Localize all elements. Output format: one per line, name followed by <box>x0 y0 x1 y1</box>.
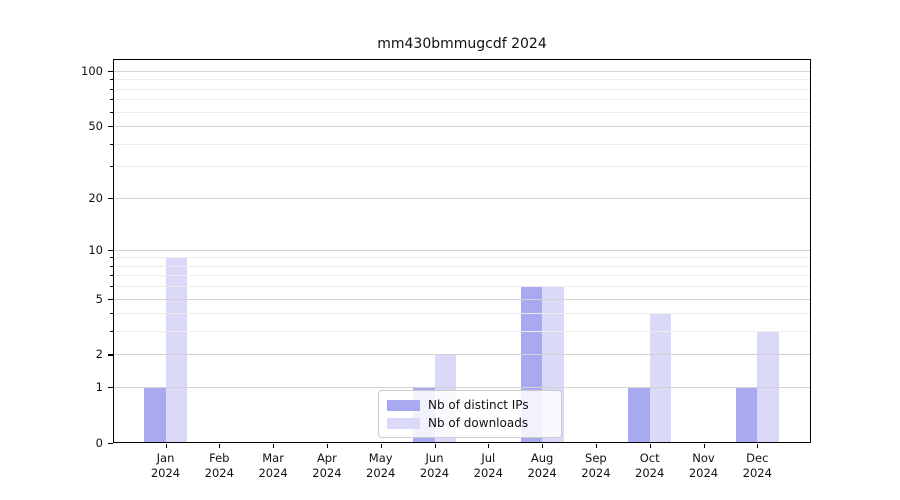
gridline-major-1 <box>113 387 811 389</box>
y-tick-1 <box>108 387 113 389</box>
gridline-minor-4 <box>113 313 811 315</box>
bar-downloads-oct <box>649 313 672 443</box>
x-tick-label-jun: Jun 2024 <box>419 451 450 480</box>
gridline-minor-7 <box>113 275 811 277</box>
gridline-major-20 <box>113 197 811 199</box>
y-minortick-70 <box>110 99 113 101</box>
bar-distinct-ips-dec <box>735 387 758 443</box>
x-tick-label-jan: Jan 2024 <box>150 451 181 480</box>
gridline-minor-8 <box>113 265 811 267</box>
x-tick-label-dec: Dec 2024 <box>742 451 772 480</box>
y-tick-20 <box>108 197 113 199</box>
y-tick-2 <box>108 354 113 356</box>
chart-title: mm430bmmugcdf 2024 <box>377 36 547 52</box>
y-minortick-40 <box>110 143 113 145</box>
legend-swatch-downloads <box>387 417 420 429</box>
gridline-major-2 <box>113 354 811 356</box>
x-tick-label-may: May 2024 <box>366 451 396 480</box>
y-minortick-4 <box>110 313 113 315</box>
y-tick-label-2: 2 <box>95 347 103 362</box>
bar-downloads-jan <box>165 257 187 443</box>
y-minortick-80 <box>110 88 113 90</box>
legend: Nb of distinct IPs Nb of downloads <box>378 390 562 438</box>
y-minortick-8 <box>110 265 113 267</box>
x-tick-jul <box>488 444 490 448</box>
legend-label-downloads: Nb of downloads <box>428 416 529 430</box>
x-tick-label-apr: Apr 2024 <box>312 451 342 480</box>
y-tick-5 <box>108 298 113 300</box>
y-tick-10 <box>108 249 113 251</box>
gridline-major-100 <box>113 70 811 72</box>
bar-distinct-ips-oct <box>628 387 650 443</box>
gridline-minor-9 <box>113 257 811 259</box>
legend-swatch-distinct-ips <box>387 399 420 411</box>
gridline-minor-30 <box>113 166 811 168</box>
y-tick-label-5: 5 <box>95 291 103 306</box>
x-tick-label-oct: Oct 2024 <box>635 451 665 480</box>
y-tick-label-1: 1 <box>95 380 103 395</box>
y-tick-label-10: 10 <box>88 242 103 257</box>
x-tick-nov <box>703 444 705 448</box>
gridline-minor-40 <box>113 143 811 145</box>
y-tick-0 <box>108 443 113 445</box>
x-tick-apr <box>326 444 328 448</box>
y-tick-label-0: 0 <box>95 436 103 450</box>
x-tick-label-sep: Sep 2024 <box>581 451 611 480</box>
y-tick-100 <box>108 70 113 73</box>
y-tick-label-50: 50 <box>88 118 103 133</box>
x-tick-mar <box>273 444 275 448</box>
x-tick-jan <box>165 444 167 448</box>
y-minortick-6 <box>110 286 113 288</box>
x-tick-sep <box>595 444 597 448</box>
gridline-major-50 <box>113 125 811 127</box>
gridline-minor-3 <box>113 331 811 333</box>
gridline-minor-6 <box>113 286 811 288</box>
x-tick-may <box>380 444 382 448</box>
x-tick-label-aug: Aug 2024 <box>527 451 557 480</box>
gridline-minor-80 <box>113 88 811 90</box>
legend-item-distinct-ips: Nb of distinct IPs <box>387 398 553 412</box>
x-tick-oct <box>649 444 651 448</box>
x-tick-label-feb: Feb 2024 <box>204 451 234 480</box>
y-tick-50 <box>108 125 113 128</box>
gridline-minor-60 <box>113 111 811 113</box>
legend-item-downloads: Nb of downloads <box>387 416 553 430</box>
gridline-minor-90 <box>113 79 811 81</box>
legend-label-distinct-ips: Nb of distinct IPs <box>428 398 529 412</box>
x-tick-label-mar: Mar 2024 <box>258 451 288 480</box>
x-tick-feb <box>219 444 221 448</box>
y-tick-label-100: 100 <box>81 63 103 78</box>
x-tick-label-jul: Jul 2024 <box>473 451 503 480</box>
gridline-major-10 <box>113 249 811 251</box>
x-tick-label-nov: Nov 2024 <box>688 451 719 480</box>
y-minortick-90 <box>110 79 113 81</box>
y-minortick-30 <box>110 166 113 168</box>
y-minortick-3 <box>110 331 113 333</box>
y-minortick-7 <box>110 275 113 277</box>
y-minortick-60 <box>110 111 113 113</box>
x-tick-dec <box>757 444 759 448</box>
y-tick-label-20: 20 <box>88 190 103 205</box>
gridline-minor-70 <box>113 99 811 101</box>
x-tick-jun <box>434 444 436 448</box>
axes-frame <box>113 59 811 443</box>
y-minortick-9 <box>110 257 113 259</box>
gridline-major-5 <box>113 298 811 300</box>
bar-distinct-ips-jan <box>144 387 166 443</box>
x-tick-aug <box>542 444 544 448</box>
